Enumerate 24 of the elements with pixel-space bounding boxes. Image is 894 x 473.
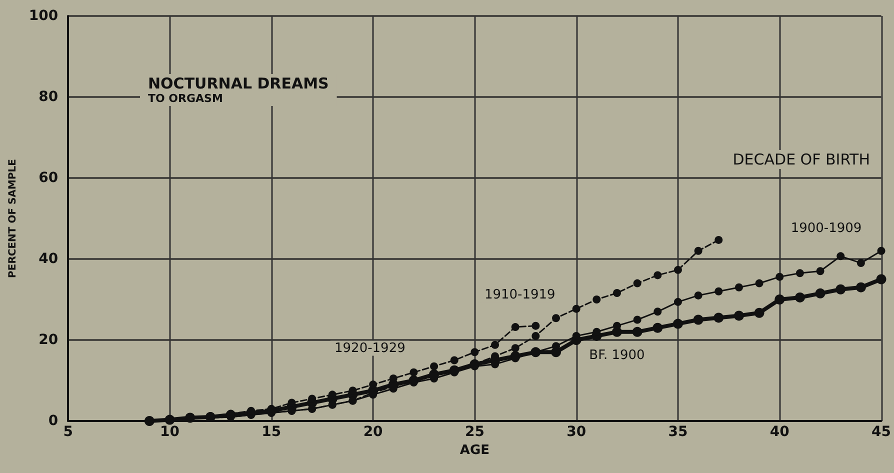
legend-title: DECADE OF BIRTH: [732, 150, 870, 168]
x-tick-label: 30: [566, 424, 586, 440]
y-tick-label: 20: [38, 332, 58, 348]
y-axis-title: PERCENT OF SAMPLE: [8, 158, 18, 278]
x-tick-label: 40: [770, 424, 790, 440]
x-axis-title: AGE: [460, 442, 490, 458]
x-tick-label: 35: [668, 424, 688, 440]
x-tick-label: 45: [872, 424, 891, 440]
y-tick-label: 0: [48, 413, 58, 429]
x-tick-label: 25: [464, 424, 484, 440]
x-tick-label: 15: [262, 424, 282, 440]
x-tick-label: 20: [363, 424, 384, 440]
y-tick-label: 60: [38, 170, 58, 186]
y-tick-label: 40: [38, 251, 58, 267]
series-label: 1910-1919: [484, 287, 556, 302]
text: TO ORGASM: [148, 92, 223, 105]
text: NOCTURNAL DREAMS: [148, 74, 329, 92]
y-tick-label: 80: [38, 89, 58, 105]
series-label: 1900-1909: [790, 220, 862, 236]
series-label: 1920-1929: [334, 340, 406, 356]
x-tick-label: 5: [63, 424, 73, 440]
series-label: BF. 1900: [589, 348, 645, 363]
y-tick-label: 100: [28, 8, 58, 24]
x-tick-label: 10: [160, 424, 180, 440]
